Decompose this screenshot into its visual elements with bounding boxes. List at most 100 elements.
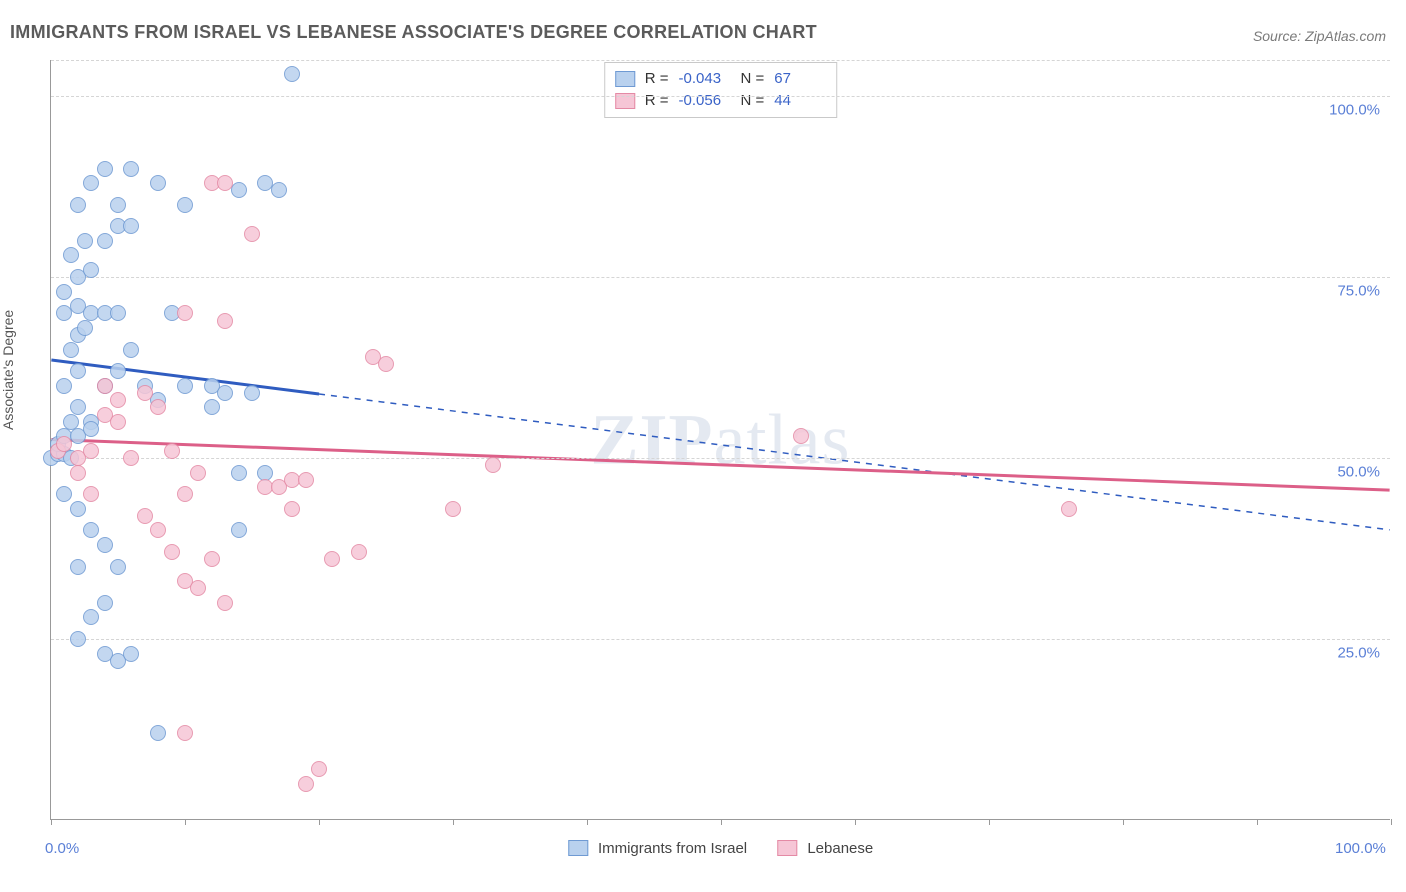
x-tick [989,819,990,825]
data-point-lebanese [284,501,300,517]
x-tick [1123,819,1124,825]
data-point-israel [110,197,126,213]
data-point-lebanese [164,544,180,560]
data-point-israel [83,175,99,191]
x-tick [721,819,722,825]
n-value-lebanese: 44 [774,90,826,112]
x-tick [453,819,454,825]
data-point-israel [110,305,126,321]
data-point-israel [70,197,86,213]
legend-item-lebanese: Lebanese [777,840,873,857]
chart-title: IMMIGRANTS FROM ISRAEL VS LEBANESE ASSOC… [10,22,817,43]
x-tick [319,819,320,825]
data-point-israel [70,631,86,647]
data-point-lebanese [298,472,314,488]
data-point-israel [97,161,113,177]
watermark: ZIPatlas [591,398,851,481]
data-point-israel [56,378,72,394]
data-point-lebanese [83,443,99,459]
data-point-israel [177,197,193,213]
data-point-lebanese [445,501,461,517]
y-tick-label: 100.0% [1329,102,1380,119]
y-axis-label: Associate's Degree [0,310,16,430]
data-point-lebanese [190,465,206,481]
data-point-israel [231,465,247,481]
swatch-lebanese-icon [777,840,797,856]
x-tick [855,819,856,825]
data-point-lebanese [177,486,193,502]
data-point-israel [83,522,99,538]
stats-row-lebanese: R = -0.056 N = 44 [615,90,827,112]
data-point-lebanese [217,313,233,329]
data-point-lebanese [70,465,86,481]
data-point-lebanese [378,356,394,372]
data-point-israel [97,233,113,249]
stats-legend: R = -0.043 N = 67 R = -0.056 N = 44 [604,62,838,118]
data-point-israel [123,161,139,177]
data-point-lebanese [204,551,220,567]
data-point-israel [110,363,126,379]
r-value-israel: -0.043 [679,68,731,90]
data-point-lebanese [244,226,260,242]
swatch-israel [615,71,635,87]
data-point-israel [83,609,99,625]
gridline [51,96,1390,97]
data-point-lebanese [1061,501,1077,517]
data-point-lebanese [324,551,340,567]
y-tick-label: 75.0% [1337,283,1380,300]
data-point-lebanese [177,725,193,741]
x-tick [51,819,52,825]
data-point-israel [77,320,93,336]
data-point-lebanese [137,508,153,524]
data-point-israel [70,399,86,415]
data-point-israel [77,233,93,249]
r-value-lebanese: -0.056 [679,90,731,112]
data-point-lebanese [190,580,206,596]
data-point-israel [217,385,233,401]
x-tick [1257,819,1258,825]
gridline [51,458,1390,459]
plot-area: ZIPatlas R = -0.043 N = 67 R = -0.056 N … [50,60,1390,820]
data-point-lebanese [123,450,139,466]
data-point-israel [83,262,99,278]
data-point-israel [97,595,113,611]
data-point-israel [150,175,166,191]
data-point-israel [70,559,86,575]
data-point-israel [63,247,79,263]
data-point-israel [284,66,300,82]
x-tick [1391,819,1392,825]
data-point-israel [56,284,72,300]
data-point-israel [177,378,193,394]
trend-lines [51,60,1390,819]
y-tick-label: 25.0% [1337,645,1380,662]
data-point-israel [123,342,139,358]
series-legend: Immigrants from Israel Lebanese [568,840,873,857]
data-point-israel [244,385,260,401]
data-point-lebanese [150,522,166,538]
data-point-israel [70,501,86,517]
data-point-israel [56,486,72,502]
data-point-lebanese [793,428,809,444]
data-point-israel [123,218,139,234]
data-point-israel [231,522,247,538]
data-point-israel [231,182,247,198]
data-point-lebanese [137,385,153,401]
x-tick [587,819,588,825]
data-point-lebanese [351,544,367,560]
data-point-israel [63,342,79,358]
data-point-lebanese [164,443,180,459]
x-tick-label: 100.0% [1335,840,1386,857]
data-point-lebanese [217,595,233,611]
data-point-lebanese [177,305,193,321]
legend-item-israel: Immigrants from Israel [568,840,747,857]
data-point-israel [83,421,99,437]
data-point-lebanese [298,776,314,792]
data-point-israel [150,725,166,741]
data-point-israel [110,559,126,575]
x-tick [185,819,186,825]
gridline [51,277,1390,278]
data-point-lebanese [110,392,126,408]
data-point-israel [271,182,287,198]
data-point-lebanese [97,378,113,394]
stats-row-israel: R = -0.043 N = 67 [615,68,827,90]
